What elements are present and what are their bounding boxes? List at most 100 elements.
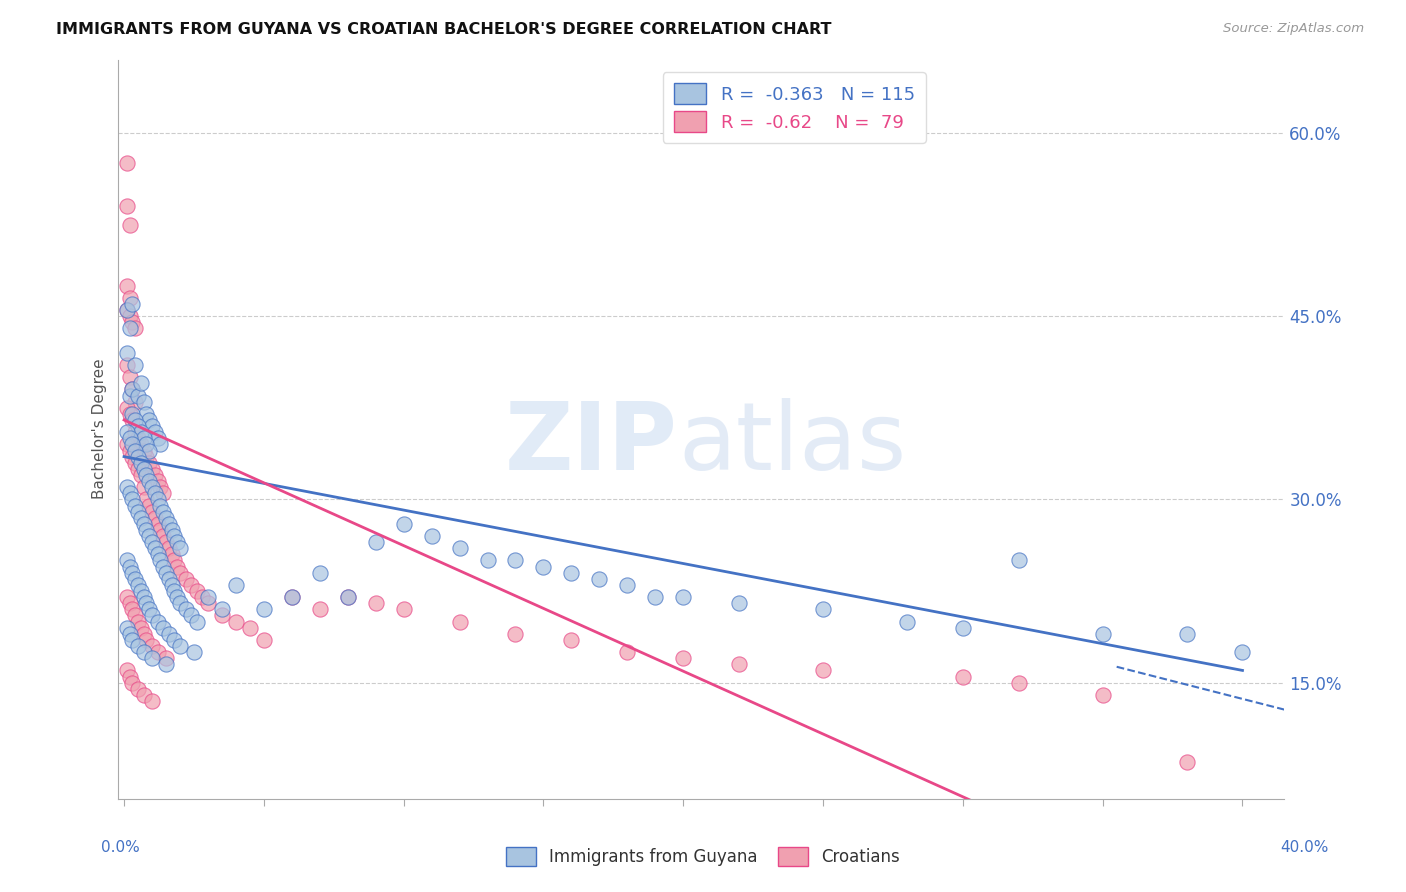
Point — [183, 645, 205, 659]
Point — [420, 529, 443, 543]
Point — [115, 278, 138, 293]
Point — [149, 480, 172, 494]
Point — [146, 645, 169, 659]
Point — [118, 596, 141, 610]
Point — [672, 651, 695, 665]
Point — [124, 608, 146, 623]
Point — [121, 492, 143, 507]
Point — [152, 559, 174, 574]
Point — [132, 431, 155, 445]
Point — [1232, 645, 1254, 659]
Point — [129, 584, 152, 599]
Point — [180, 578, 202, 592]
Point — [115, 553, 138, 567]
Point — [308, 566, 330, 580]
Point — [157, 516, 180, 531]
Point — [141, 480, 163, 494]
Point — [121, 437, 143, 451]
Point — [118, 486, 141, 500]
Point — [132, 480, 155, 494]
Point — [121, 383, 143, 397]
Point — [588, 572, 610, 586]
Point — [118, 218, 141, 232]
Point — [163, 584, 186, 599]
Point — [952, 669, 974, 683]
Point — [121, 602, 143, 616]
Point — [115, 437, 138, 451]
Point — [121, 675, 143, 690]
Point — [239, 621, 262, 635]
Point — [449, 541, 471, 556]
Point — [127, 681, 149, 696]
Point — [191, 590, 214, 604]
Point — [152, 621, 174, 635]
Text: Source: ZipAtlas.com: Source: ZipAtlas.com — [1223, 22, 1364, 36]
Point — [211, 602, 233, 616]
Point — [121, 632, 143, 647]
Point — [163, 553, 186, 567]
Point — [115, 664, 138, 678]
Point — [146, 431, 169, 445]
Point — [197, 590, 219, 604]
Point — [127, 450, 149, 464]
Point — [129, 437, 152, 451]
Text: 40.0%: 40.0% — [1281, 840, 1329, 855]
Point — [336, 590, 359, 604]
Point — [141, 651, 163, 665]
Point — [132, 443, 155, 458]
Point — [138, 602, 160, 616]
Point — [141, 505, 163, 519]
Point — [127, 639, 149, 653]
Text: atlas: atlas — [678, 398, 907, 490]
Point — [129, 621, 152, 635]
Point — [163, 529, 186, 543]
Point — [132, 516, 155, 531]
Point — [124, 443, 146, 458]
Point — [121, 383, 143, 397]
Point — [253, 602, 276, 616]
Point — [811, 664, 834, 678]
Point — [505, 627, 527, 641]
Point — [127, 578, 149, 592]
Point — [138, 443, 160, 458]
Point — [127, 462, 149, 476]
Point — [129, 456, 152, 470]
Point — [115, 346, 138, 360]
Point — [141, 639, 163, 653]
Point — [166, 559, 188, 574]
Point — [118, 431, 141, 445]
Point — [115, 303, 138, 318]
Point — [138, 474, 160, 488]
Point — [155, 566, 177, 580]
Point — [146, 516, 169, 531]
Point — [127, 388, 149, 402]
Point — [124, 413, 146, 427]
Point — [1175, 627, 1198, 641]
Point — [155, 651, 177, 665]
Point — [392, 602, 415, 616]
Point — [121, 315, 143, 329]
Point — [121, 407, 143, 421]
Point — [160, 578, 183, 592]
Point — [616, 578, 638, 592]
Point — [141, 462, 163, 476]
Point — [115, 425, 138, 440]
Point — [127, 615, 149, 629]
Point — [143, 510, 166, 524]
Point — [115, 480, 138, 494]
Point — [160, 523, 183, 537]
Point — [121, 297, 143, 311]
Point — [364, 596, 387, 610]
Point — [1175, 755, 1198, 769]
Point — [166, 590, 188, 604]
Text: IMMIGRANTS FROM GUYANA VS CROATIAN BACHELOR'S DEGREE CORRELATION CHART: IMMIGRANTS FROM GUYANA VS CROATIAN BACHE… — [56, 22, 832, 37]
Point — [186, 584, 208, 599]
Point — [115, 590, 138, 604]
Point — [129, 376, 152, 391]
Point — [124, 572, 146, 586]
Point — [124, 358, 146, 372]
Point — [336, 590, 359, 604]
Point — [225, 578, 247, 592]
Point — [281, 590, 304, 604]
Point — [132, 627, 155, 641]
